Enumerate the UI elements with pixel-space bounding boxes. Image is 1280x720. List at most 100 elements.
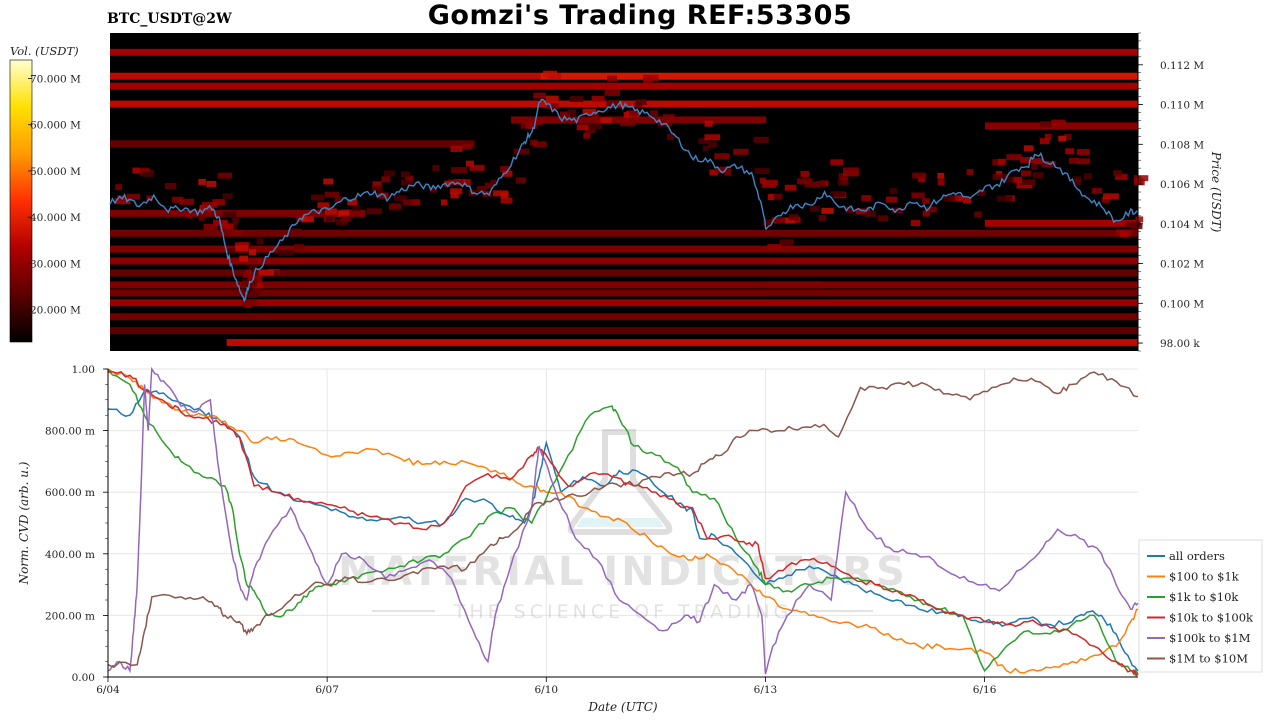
volume-cell [230, 229, 243, 236]
volume-cell [1020, 156, 1034, 163]
volume-cell [620, 120, 636, 127]
cvd-x-ticks: 6/04 6/07 6/10 6/13 6/16 [96, 677, 997, 696]
volume-cell [1074, 179, 1081, 186]
volume-cell [450, 188, 463, 195]
volume-cell [1005, 176, 1014, 183]
volume-cell [861, 195, 872, 202]
volume-cell [239, 255, 248, 262]
volume-cell [843, 170, 859, 177]
volume-cell [1041, 161, 1050, 168]
volume-cell [1023, 145, 1034, 152]
volume-cell [440, 199, 448, 206]
volume-cell [1103, 193, 1119, 200]
volume-cell [1044, 133, 1052, 140]
volume-cell [569, 95, 584, 102]
heatmap-panel: 98.00 k 0.100 M 0.102 M 0.104 M 0.106 M 0.108… [109, 32, 1223, 352]
price-axis-ticks: 98.00 k 0.100 M 0.102 M 0.104 M 0.106 M 0.108… [1138, 32, 1204, 352]
volume-cell [366, 208, 382, 215]
volume-band [540, 72, 1138, 80]
symbol-label: BTC_USDT@2W [107, 11, 232, 27]
chart-title: Gomzi's Trading REF:53305 [427, 0, 853, 31]
volume-cell [628, 110, 638, 117]
volume-cell [232, 217, 239, 224]
volume-cell [926, 206, 937, 213]
volume-cell [389, 203, 402, 210]
cvd-x-tick-label: 6/16 [973, 684, 997, 696]
volume-cell [547, 103, 559, 110]
colorbar-tick-label: 50.000 M [30, 166, 81, 178]
volume-cell [405, 175, 414, 182]
colorbar-tick-label: 40.000 M [30, 212, 81, 224]
volume-cell [864, 211, 877, 218]
volume-band [110, 100, 1138, 108]
price-tick-label: 0.112 M [1160, 60, 1204, 72]
volume-cell [949, 195, 963, 202]
volume-cell [235, 245, 248, 252]
volume-cell [288, 228, 301, 235]
volume-cell [243, 287, 253, 294]
volume-cell [974, 211, 982, 218]
volume-cell [643, 74, 659, 81]
volume-cell [584, 126, 596, 133]
volume-cell [698, 138, 709, 145]
cvd-x-tick-label: 6/10 [535, 684, 559, 696]
volume-cell [708, 141, 717, 148]
volume-cell [126, 193, 141, 200]
volume-cell [324, 208, 337, 215]
watermark-tagline: THE SCIENCE OF TRADING [453, 601, 793, 623]
volume-speckle [114, 70, 1149, 308]
volume-cell [256, 238, 264, 245]
cvd-y-tick-label: 400.00 m [45, 549, 95, 561]
volume-cell [1031, 163, 1038, 170]
legend-label: $100 to $1k [1169, 570, 1240, 584]
volume-cell [241, 299, 257, 306]
volume-cell [206, 180, 217, 187]
volume-cell [885, 196, 898, 203]
volume-bands [110, 48, 1139, 347]
volume-cell [784, 184, 797, 191]
price-axis-label: Price (USDT) [1209, 151, 1223, 233]
volume-cell [228, 247, 236, 254]
volume-band [110, 281, 1138, 289]
volume-cell [877, 215, 889, 222]
volume-cell [937, 172, 945, 179]
volume-cell [492, 190, 509, 197]
volume-band [110, 289, 1138, 297]
volume-cell [1020, 179, 1036, 186]
cvd-y-axis-label: Norm. CVD (arb. u.) [17, 461, 31, 585]
volume-cell [623, 111, 632, 118]
volume-cell [912, 172, 927, 179]
volume-cell [500, 197, 513, 204]
volume-band [110, 257, 1138, 265]
volume-cell [248, 265, 259, 272]
volume-cell [142, 171, 155, 178]
cvd-x-tick-label: 6/13 [754, 684, 778, 696]
volume-cell [242, 271, 251, 278]
volume-cell [533, 92, 546, 99]
price-tick-label: 98.00 k [1160, 338, 1200, 350]
volume-cell [502, 170, 513, 177]
volume-cell [922, 210, 930, 217]
volume-cell [1130, 223, 1143, 230]
volume-cell [543, 70, 558, 77]
volume-cell [371, 185, 383, 192]
volume-cell [715, 166, 727, 173]
volume-cell [451, 167, 468, 174]
volume-cell [1033, 158, 1045, 165]
volume-cell [469, 164, 485, 171]
colorbar-tick-label: 60.000 M [30, 120, 81, 132]
volume-cell [465, 160, 475, 167]
volume-cell [247, 275, 263, 282]
cvd-panel: MATERIAL INDICATORS THE SCIENCE OF TRADI… [17, 364, 1263, 714]
volume-cell [843, 167, 859, 174]
volume-cell [203, 223, 218, 230]
volume-cell [666, 133, 675, 140]
volume-cell [186, 212, 193, 219]
price-tick-label: 0.106 M [1160, 179, 1204, 191]
volume-cell [567, 109, 577, 116]
legend-label: $100k to $1M [1169, 631, 1251, 645]
volume-cell [582, 108, 596, 115]
volume-cell [532, 141, 547, 148]
volume-cell [132, 167, 140, 174]
volume-band [510, 116, 767, 124]
